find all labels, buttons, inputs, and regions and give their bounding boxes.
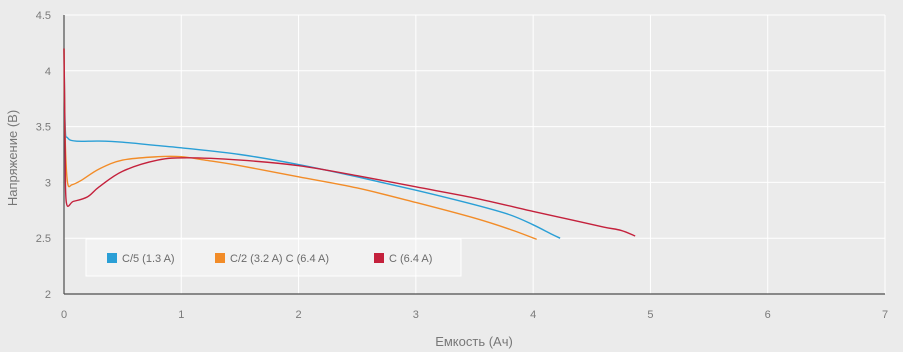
x-tick-label: 0 (61, 309, 67, 321)
legend-swatch-2 (215, 253, 225, 263)
y-tick-label: 4.5 (36, 10, 51, 22)
y-tick-label: 2 (45, 289, 51, 301)
y-tick-label: 3.5 (36, 122, 51, 134)
legend-swatch-3 (374, 253, 384, 263)
legend-label-3: C (6.4 A) (389, 253, 432, 265)
y-axis-label: Напряжение (В) (5, 110, 20, 206)
tick-labels: 0 1 2 3 4 5 6 7 2 2.5 3 3.5 4 4.5 (36, 10, 888, 321)
x-tick-label: 2 (296, 309, 302, 321)
legend-label-2: C/2 (3.2 A) C (6.4 A) (230, 253, 329, 265)
legend-box (85, 238, 462, 277)
series-line-3 (63, 48, 636, 237)
x-tick-label: 3 (413, 309, 419, 321)
legend-swatch-1 (107, 253, 117, 263)
series-lines (63, 48, 636, 240)
grid (64, 14, 886, 294)
y-tick-label: 4 (45, 66, 51, 78)
series-line-1 (63, 48, 561, 239)
x-tick-label: 6 (765, 309, 771, 321)
legend: C/5 (1.3 A) C/2 (3.2 A) C (6.4 A) C (6.4 A… (85, 238, 462, 277)
y-tick-label: 3 (45, 177, 51, 189)
x-tick-label: 4 (530, 309, 536, 321)
x-axis-label: Емкость (Ач) (435, 334, 513, 349)
x-tick-label: 5 (647, 309, 653, 321)
series-line-2 (63, 48, 537, 240)
x-tick-label: 7 (882, 309, 888, 321)
y-tick-label: 2.5 (36, 233, 51, 245)
x-tick-label: 1 (178, 309, 184, 321)
legend-label-1: C/5 (1.3 A) (122, 253, 175, 265)
